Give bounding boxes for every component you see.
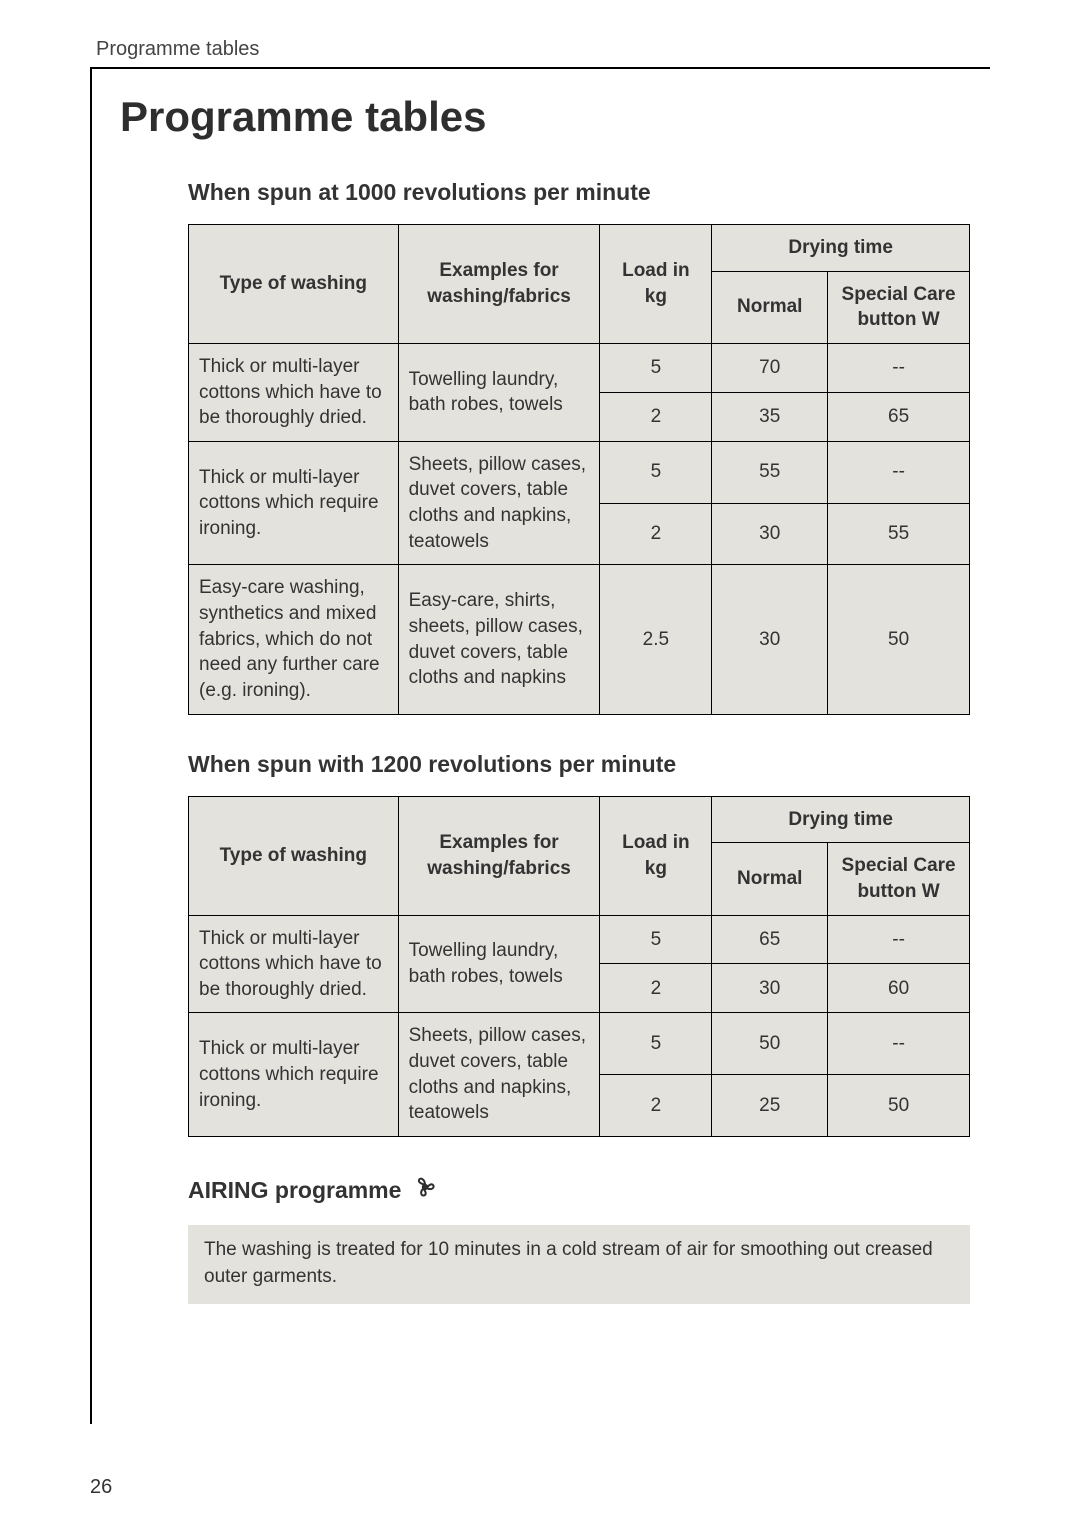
section2-table: Type of washing Examples for washing/fab… <box>188 796 970 1137</box>
cell-normal: 30 <box>712 964 828 1013</box>
cell-load: 2 <box>600 1075 712 1137</box>
table-row: Thick or multi-layer cottons which requi… <box>189 1013 970 1075</box>
cell-examples: Sheets, pillow cases, duvet covers, tabl… <box>398 441 600 565</box>
section2-heading: When spun with 1200 revolutions per minu… <box>188 751 970 778</box>
cell-load: 2 <box>600 392 712 441</box>
cell-normal: 70 <box>712 343 828 392</box>
cell-examples: Easy-care, shirts, sheets, pillow cases,… <box>398 565 600 714</box>
th-special: Special Care button W <box>828 271 970 343</box>
th-examples: Examples for washing/fabrics <box>398 225 600 344</box>
table-header: Type of washing Examples for washing/fab… <box>189 225 970 344</box>
section1-table: Type of washing Examples for washing/fab… <box>188 224 970 715</box>
cell-load: 5 <box>600 1013 712 1075</box>
cell-special: -- <box>828 343 970 392</box>
cell-type: Thick or multi-layer cottons which requi… <box>189 441 399 565</box>
cell-special: -- <box>828 441 970 503</box>
th-normal: Normal <box>712 271 828 343</box>
cell-special: 50 <box>828 565 970 714</box>
cell-normal: 35 <box>712 392 828 441</box>
th-examples: Examples for washing/fabrics <box>398 796 600 915</box>
cell-normal: 65 <box>712 915 828 964</box>
cell-normal: 50 <box>712 1013 828 1075</box>
table-row: Thick or multi-layer cottons which requi… <box>189 441 970 503</box>
cell-type: Easy-care washing, synthetics and mixed … <box>189 565 399 714</box>
cell-load: 2.5 <box>600 565 712 714</box>
table-row: Thick or multi-layer cottons which have … <box>189 915 970 964</box>
running-header: Programme tables <box>96 38 990 61</box>
cell-normal: 55 <box>712 441 828 503</box>
content-frame: Programme tables When spun at 1000 revol… <box>90 69 990 1424</box>
th-normal: Normal <box>712 843 828 915</box>
th-drying-group: Drying time <box>712 796 970 843</box>
cell-special: 55 <box>828 503 970 565</box>
airing-heading: AIRING programme <box>188 1177 401 1204</box>
cell-examples: Towelling laundry, bath robes, towels <box>398 915 600 1013</box>
table-row: Thick or multi-layer cottons which have … <box>189 343 970 392</box>
cell-special: 50 <box>828 1075 970 1137</box>
page: Programme tables Programme tables When s… <box>0 0 1080 1529</box>
cell-type: Thick or multi-layer cottons which requi… <box>189 1013 399 1137</box>
page-number: 26 <box>90 1476 112 1499</box>
airing-description: The washing is treated for 10 minutes in… <box>188 1225 970 1304</box>
cell-special: 65 <box>828 392 970 441</box>
cell-examples: Sheets, pillow cases, duvet covers, tabl… <box>398 1013 600 1137</box>
cell-normal: 30 <box>712 503 828 565</box>
airing-fan-icon <box>411 1173 439 1207</box>
cell-normal: 30 <box>712 565 828 714</box>
cell-load: 2 <box>600 503 712 565</box>
th-load: Load in kg <box>600 796 712 915</box>
cell-load: 2 <box>600 964 712 1013</box>
cell-load: 5 <box>600 441 712 503</box>
table-header: Type of washing Examples for washing/fab… <box>189 796 970 915</box>
page-title: Programme tables <box>120 93 970 141</box>
th-type: Type of washing <box>189 225 399 344</box>
cell-special: -- <box>828 1013 970 1075</box>
cell-examples: Towelling laundry, bath robes, towels <box>398 343 600 441</box>
th-drying-group: Drying time <box>712 225 970 272</box>
cell-type: Thick or multi-layer cottons which have … <box>189 915 399 1013</box>
cell-special: -- <box>828 915 970 964</box>
cell-load: 5 <box>600 343 712 392</box>
airing-heading-row: AIRING programme <box>188 1173 970 1207</box>
th-special: Special Care button W <box>828 843 970 915</box>
section1-heading: When spun at 1000 revolutions per minute <box>188 179 970 206</box>
cell-special: 60 <box>828 964 970 1013</box>
cell-load: 5 <box>600 915 712 964</box>
th-load: Load in kg <box>600 225 712 344</box>
table-row: Easy-care washing, synthetics and mixed … <box>189 565 970 714</box>
th-type: Type of washing <box>189 796 399 915</box>
cell-normal: 25 <box>712 1075 828 1137</box>
cell-type: Thick or multi-layer cottons which have … <box>189 343 399 441</box>
